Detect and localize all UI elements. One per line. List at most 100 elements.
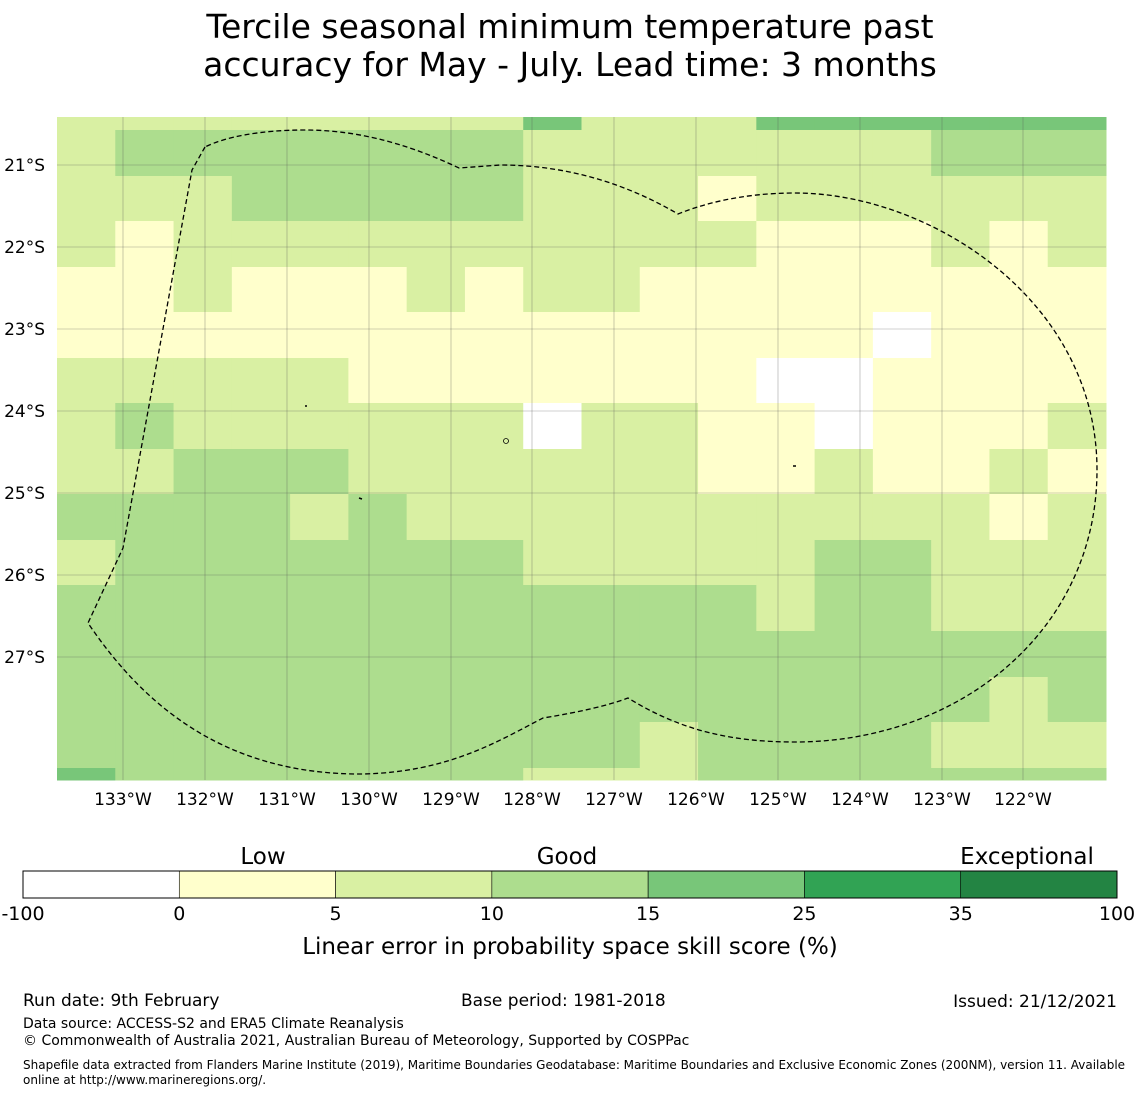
- grid-cell: [290, 768, 349, 781]
- grid-cell: [698, 585, 757, 632]
- colorbar-segment: [178, 870, 336, 899]
- grid-cell: [173, 176, 233, 222]
- grid-cell: [173, 540, 233, 586]
- grid-cell: [406, 117, 466, 131]
- grid-cell: [231, 449, 291, 495]
- grid-cell: [290, 358, 349, 404]
- grid-cell: [698, 494, 757, 541]
- longitude-label: 126°W: [667, 790, 725, 810]
- grid-cell: [523, 176, 582, 222]
- grid-cell: [814, 267, 874, 313]
- grid-cell: [814, 494, 874, 541]
- grid-cell: [406, 768, 466, 781]
- grid-cell: [872, 312, 932, 359]
- grid-cell: [348, 130, 408, 177]
- grid-cell: [57, 540, 116, 586]
- grid-cell: [523, 358, 582, 404]
- grid-cell: [231, 117, 291, 131]
- grid-cell: [581, 722, 641, 769]
- grid-cell: [639, 449, 699, 495]
- grid-cell: [290, 631, 349, 678]
- grid-cell: [464, 267, 524, 313]
- latitude-label: 21°S: [4, 156, 45, 176]
- grid-cell: [698, 449, 757, 495]
- grid-cell: [814, 312, 874, 359]
- grid-cell: [1047, 677, 1107, 723]
- grid-cell: [756, 312, 816, 359]
- grid-cell: [231, 722, 291, 769]
- colorbar-segment: [22, 870, 180, 899]
- grid-cell: [756, 540, 816, 586]
- grid-cell: [639, 540, 699, 586]
- grid-cell: [290, 267, 349, 313]
- colorbar-tick-label: 35: [949, 903, 973, 925]
- grid-cell: [989, 494, 1049, 541]
- graticule: [57, 117, 1106, 780]
- grid-cell: [115, 267, 175, 313]
- grid-cell: [639, 585, 699, 632]
- grid-cell: [756, 722, 816, 769]
- grid-cell: [931, 403, 990, 450]
- grid-cell: [115, 540, 175, 586]
- grid-cell: [814, 677, 874, 723]
- grid-cell: [115, 494, 175, 541]
- grid-cell: [1047, 722, 1107, 769]
- grid-cell: [698, 117, 757, 131]
- issued-date: Issued: 21/12/2021: [953, 992, 1117, 1012]
- grid-cell: [115, 221, 175, 268]
- grid-cell: [57, 677, 116, 723]
- grid-cell: [173, 267, 233, 313]
- colorbar-tick-labels: -100 0 5 10 15 25 35 100: [1, 903, 1135, 925]
- grid-cell: [872, 768, 932, 781]
- grid-cell: [931, 221, 990, 268]
- grid-cell: [639, 130, 699, 177]
- grid-cell: [581, 130, 641, 177]
- grid-cell: [1047, 221, 1107, 268]
- grid-cell: [639, 267, 699, 313]
- grid-cell: [931, 176, 990, 222]
- grid-cell: [57, 585, 116, 632]
- colorbar-tick-label: 0: [173, 903, 185, 925]
- grid-cell: [115, 585, 175, 632]
- grid-cell: [231, 130, 291, 177]
- grid-cell: [872, 358, 932, 404]
- grid-cell: [989, 768, 1049, 781]
- grid-cell: [464, 221, 524, 268]
- longitude-label: 131°W: [258, 790, 316, 810]
- grid-cell: [698, 540, 757, 586]
- grid-cell: [173, 494, 233, 541]
- grid-cell: [989, 221, 1049, 268]
- grid-cell: [464, 722, 524, 769]
- grid-cell: [406, 677, 466, 723]
- grid-cell: [756, 267, 816, 313]
- data-source: Data source: ACCESS-S2 and ERA5 Climate …: [23, 1016, 404, 1032]
- grid-cell: [115, 117, 175, 131]
- grid-cell: [814, 221, 874, 268]
- grid-cell: [814, 540, 874, 586]
- grid-cell: [698, 312, 757, 359]
- grid-cell: [348, 221, 408, 268]
- grid-cell: [639, 494, 699, 541]
- grid-cell: [57, 312, 116, 359]
- grid-cell: [348, 722, 408, 769]
- grid-cell: [231, 358, 291, 404]
- grid-cell: [814, 722, 874, 769]
- grid-cell: [1047, 768, 1107, 781]
- longitude-label: 133°W: [94, 790, 152, 810]
- grid-cell: [406, 358, 466, 404]
- colorbar: Low Good Exceptional -100 0 5 10 15 25 35 100 Lin…: [1, 844, 1135, 960]
- grid-cell: [931, 117, 990, 131]
- grid-cell: [639, 631, 699, 678]
- colorbar-segment: [335, 870, 493, 899]
- map-title-line-2: accuracy for May - July. Lead time: 3 mo…: [203, 45, 937, 84]
- grid-cell: [814, 358, 874, 404]
- grid-cell: [931, 540, 990, 586]
- grid-cell: [406, 585, 466, 632]
- latitude-label: 22°S: [4, 238, 45, 258]
- grid-cell: [698, 176, 757, 222]
- grid-cell: [581, 176, 641, 222]
- grid-cell: [581, 358, 641, 404]
- colorbar-tick-label: 15: [636, 903, 660, 925]
- grid-cell: [406, 176, 466, 222]
